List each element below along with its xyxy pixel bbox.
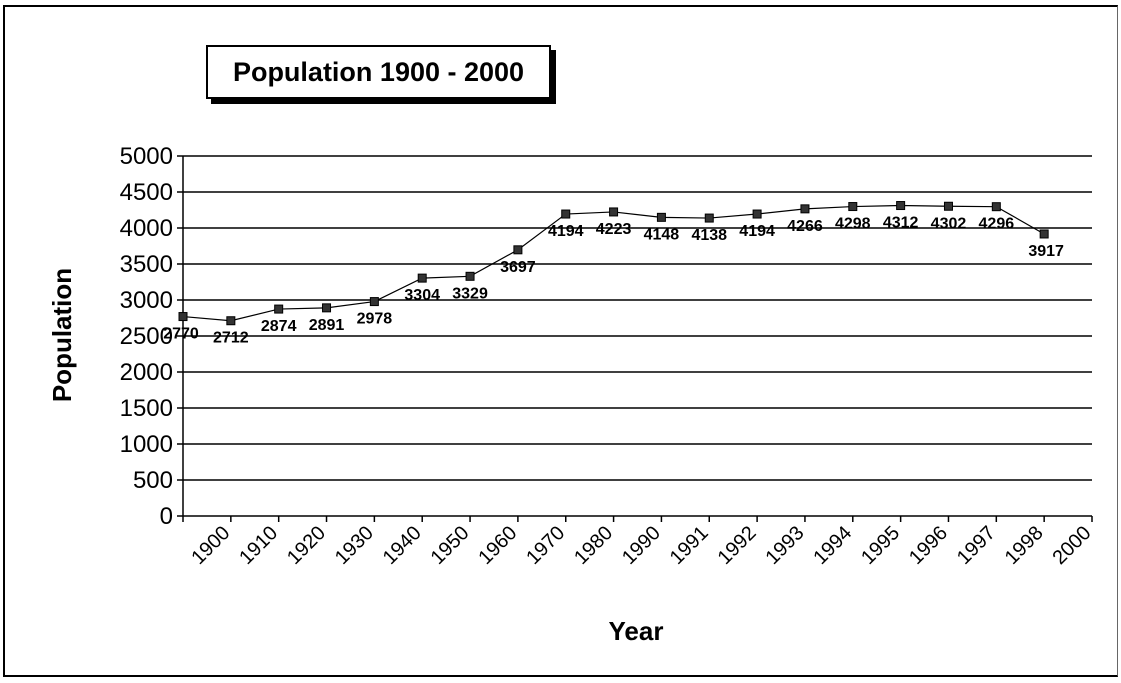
data-label: 2978 [357, 311, 393, 328]
data-label: 3697 [500, 259, 536, 276]
x-tick-label: 1910 [235, 522, 282, 569]
x-tick-label: 1950 [427, 522, 474, 569]
data-label: 4298 [835, 216, 871, 233]
x-tick-label: 1995 [857, 522, 904, 569]
data-label: 2891 [309, 317, 345, 334]
x-tick-label: 1990 [618, 522, 665, 569]
y-tick-label: 2500 [120, 323, 173, 350]
data-labels: 2770 2712 2874 2891 2978 3304 3329 3697 4194 4223… [163, 215, 1064, 347]
x-tick-label: 1980 [570, 522, 617, 569]
y-tick-label: 1500 [120, 395, 173, 422]
data-point [226, 316, 236, 326]
data-label: 4302 [931, 215, 967, 232]
data-label: 4296 [979, 216, 1015, 233]
data-label: 4266 [787, 218, 823, 235]
data-point [991, 202, 1001, 212]
data-point [178, 312, 188, 322]
y-tick-label: 2000 [120, 359, 173, 386]
x-tick-label: 1994 [809, 522, 856, 569]
data-point [561, 209, 571, 219]
x-tick-label: 1930 [331, 522, 378, 569]
data-label: 3304 [404, 287, 440, 304]
data-point [1039, 229, 1049, 239]
y-axis-ticks: 0 500 1000 1500 2000 2500 3000 3500 4000 4500 5000 [120, 143, 183, 530]
data-point [465, 271, 475, 281]
chart-title-box: Population 1900 - 2000 [206, 45, 551, 99]
x-tick-label: 1940 [379, 522, 426, 569]
y-tick-label: 5000 [120, 143, 173, 170]
chart-frame [3, 5, 1118, 677]
data-label: 2712 [213, 330, 249, 347]
y-tick-label: 4500 [120, 179, 173, 206]
x-tick-label: 2000 [1049, 522, 1096, 569]
x-tick-label: 1991 [666, 522, 713, 569]
x-tick-label: 1970 [522, 522, 569, 569]
data-label: 4194 [739, 223, 775, 240]
data-point [322, 303, 332, 313]
data-label: 3329 [452, 285, 488, 302]
data-label: 4194 [548, 223, 584, 240]
series-population [178, 201, 1049, 326]
x-tick-label: 1960 [474, 522, 521, 569]
data-point [848, 202, 858, 212]
x-tick-label: 1997 [953, 522, 1000, 569]
data-label: 2874 [261, 318, 297, 335]
y-tick-label: 4000 [120, 215, 173, 242]
data-point [513, 245, 523, 255]
data-point [943, 201, 953, 211]
data-point [656, 212, 666, 222]
y-tick-label: 500 [133, 467, 173, 494]
data-point [704, 213, 714, 223]
x-axis-ticks: 1900 1910 1920 1930 1940 1950 1960 1970 1980 1990… [182, 516, 1096, 569]
data-point [896, 201, 906, 211]
y-tick-label: 3000 [120, 287, 173, 314]
chart-title: Population 1900 - 2000 [232, 56, 525, 87]
data-label: 2770 [163, 326, 199, 343]
x-tick-label: 1992 [714, 522, 761, 569]
x-tick-label: 1920 [283, 522, 330, 569]
y-axis-title: Population [47, 268, 77, 402]
data-label: 4138 [691, 227, 727, 244]
data-label: 4312 [883, 215, 919, 232]
data-label: 4148 [644, 226, 680, 243]
gridlines [183, 155, 1092, 481]
data-point [417, 273, 427, 283]
y-tick-label: 3500 [120, 251, 173, 278]
data-point [369, 297, 379, 307]
data-label: 4223 [596, 221, 632, 238]
x-axis-title: Year [609, 616, 664, 646]
x-tick-label: 1993 [761, 522, 808, 569]
data-point [609, 207, 619, 217]
data-point [800, 204, 810, 214]
x-tick-label: 1900 [187, 522, 234, 569]
data-label: 3917 [1028, 243, 1064, 260]
y-tick-label: 0 [160, 503, 173, 530]
y-tick-label: 1000 [120, 431, 173, 458]
data-point [274, 304, 284, 314]
x-tick-label: 1996 [905, 522, 952, 569]
x-tick-label: 1998 [1001, 522, 1048, 569]
data-point [752, 209, 762, 219]
